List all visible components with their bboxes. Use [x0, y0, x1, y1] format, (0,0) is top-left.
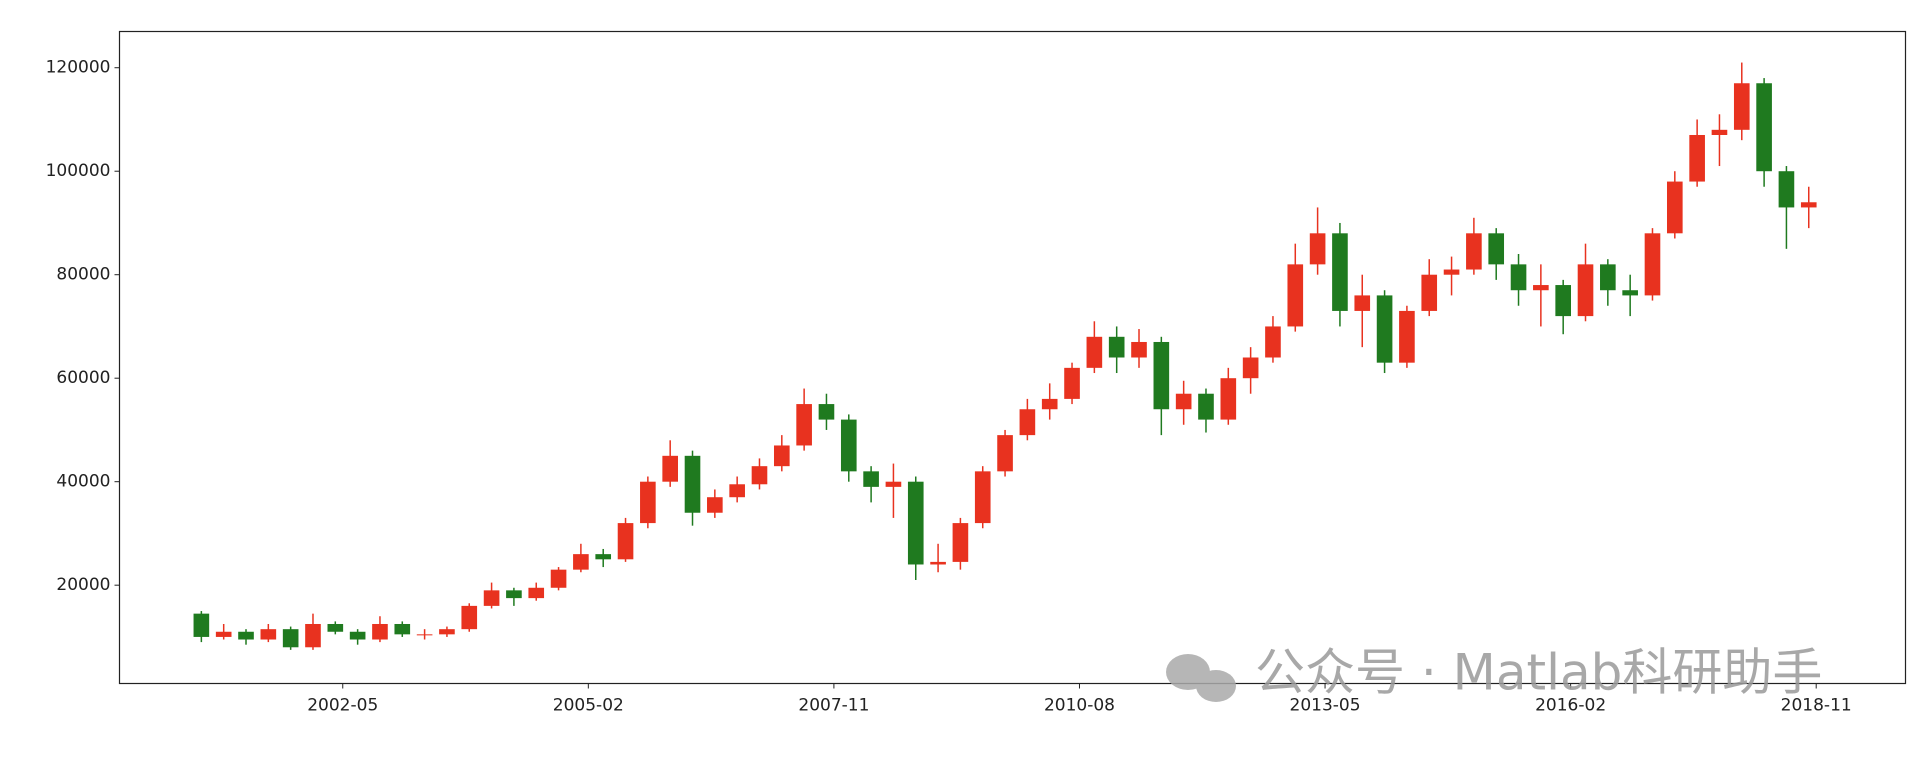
candle-body [617, 523, 634, 560]
candle-body [439, 629, 455, 635]
wechat-icon [1166, 654, 1236, 702]
candle-body [840, 419, 857, 472]
candle-body [1622, 290, 1638, 296]
candle-body [907, 481, 924, 565]
y-tick-label: 100000 [46, 161, 111, 181]
x-tick-label: 2007-11 [798, 696, 869, 716]
candle-body [1019, 409, 1036, 436]
x-tick-label: 2016-02 [1535, 696, 1606, 716]
candle-body [1443, 269, 1460, 275]
candle-body [1287, 264, 1304, 327]
candle-body [1399, 310, 1415, 363]
candle-body [662, 455, 678, 482]
candle-body [193, 613, 210, 637]
candle-body [1644, 233, 1661, 296]
candle-body [260, 629, 277, 640]
candle-body [1332, 233, 1348, 311]
candle-body [1242, 357, 1259, 379]
y-tick-label: 40000 [56, 472, 110, 492]
candle-body [1488, 233, 1505, 265]
candle-body [1800, 202, 1817, 208]
candle-body [930, 561, 946, 565]
y-tick-label: 20000 [56, 575, 110, 595]
candle-body [1086, 336, 1103, 368]
x-tick-label: 2013-05 [1290, 696, 1361, 716]
candle-body [349, 631, 366, 640]
candle-body [818, 404, 835, 420]
candle-body [1577, 264, 1594, 317]
candle-body [1421, 274, 1438, 311]
candle-body [394, 623, 411, 635]
candle-body [1711, 129, 1728, 135]
candle-body [1733, 83, 1750, 130]
candle-body [640, 481, 656, 524]
candle-body [729, 484, 745, 498]
candle-body [1666, 181, 1683, 234]
candle-body [1175, 393, 1192, 410]
candle-body [1041, 398, 1058, 410]
candle-body [215, 631, 232, 637]
candle-body [684, 455, 701, 513]
x-tick-label: 2010-08 [1044, 696, 1115, 716]
candle-body [952, 523, 969, 562]
candle-body [974, 471, 991, 524]
candle-body [550, 569, 567, 588]
x-tick-label: 2018-11 [1781, 696, 1852, 716]
candle-body [1555, 285, 1571, 317]
candle-body [796, 404, 812, 446]
candle-body [372, 623, 388, 640]
candle-body [483, 590, 500, 606]
candle-body [863, 471, 879, 487]
candle-body [1376, 295, 1393, 363]
x-tick-label: 2005-02 [553, 696, 624, 716]
candle-body [282, 629, 299, 648]
y-tick-label: 80000 [56, 265, 110, 285]
candle-body [1354, 295, 1371, 311]
candle-body [327, 623, 344, 632]
candle-body [1108, 336, 1125, 358]
candle-body [1198, 393, 1214, 420]
candle-body [751, 466, 768, 485]
candle-body [997, 435, 1013, 472]
candle-body [1466, 233, 1482, 270]
candle-body [1153, 341, 1170, 410]
candle-body [506, 590, 522, 599]
candle-body [1131, 341, 1147, 358]
y-tick-label: 120000 [46, 58, 111, 78]
candle-body [461, 605, 478, 630]
candle-body [1064, 367, 1080, 399]
candle-body [238, 631, 254, 640]
candle-body [707, 497, 723, 513]
candle-body [1265, 326, 1281, 358]
candle-body [1309, 233, 1326, 265]
candle-body [773, 445, 790, 467]
candle-body [305, 623, 321, 648]
candle-body [528, 587, 545, 599]
candle-body [573, 554, 589, 570]
x-tick-label: 2002-05 [307, 696, 378, 716]
candle-body [1220, 378, 1237, 420]
axes-frame [118, 30, 1907, 685]
candle-body [1756, 83, 1772, 172]
candle-body [1510, 264, 1527, 291]
candle-body [1533, 285, 1549, 291]
candle-body [595, 554, 612, 560]
watermark: 公众号 · Matlab科研助手 [1255, 644, 1822, 702]
candle-body [416, 634, 433, 636]
y-tick-label: 60000 [56, 368, 110, 388]
candle-body [1689, 134, 1705, 182]
candle-body [1600, 264, 1616, 291]
candle-body [885, 481, 902, 487]
candle-body [1778, 171, 1795, 208]
